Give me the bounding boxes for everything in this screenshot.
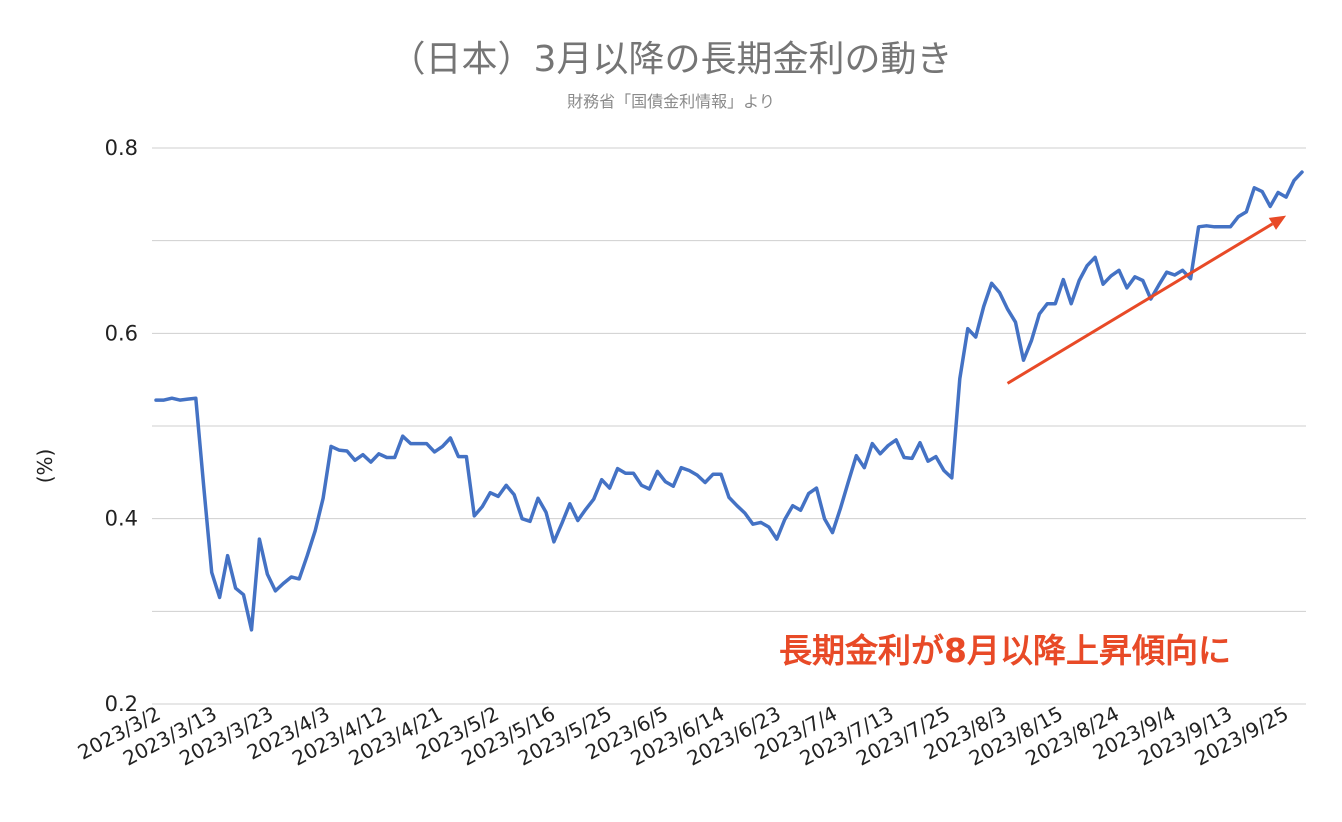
trend-arrow: [1006, 215, 1287, 385]
gridlines: [152, 147, 1306, 705]
series-line: [154, 170, 1304, 632]
y-tick-label: 0.6: [105, 321, 138, 345]
annotation-text: 長期金利が8月以降上昇傾向に: [779, 631, 1231, 670]
y-tick-label: 0.4: [105, 507, 138, 531]
y-axis-label: (%): [33, 449, 57, 484]
trend-arrow-head: [1268, 215, 1287, 230]
y-tick-label: 0.2: [105, 692, 138, 716]
chart-title: （日本）3月以降の長期金利の動き: [389, 39, 953, 80]
x-axis-ticks: 2023/3/22023/3/132023/3/232023/4/32023/4…: [74, 701, 1293, 770]
trend-arrow-shaft: [1006, 222, 1274, 385]
y-tick-label: 0.8: [105, 136, 138, 160]
chart-subtitle: 財務省「国債金利情報」より: [567, 92, 775, 111]
y-axis-ticks: 0.2 0.4 0.6 0.8: [105, 136, 138, 716]
series-layer: [154, 170, 1304, 632]
